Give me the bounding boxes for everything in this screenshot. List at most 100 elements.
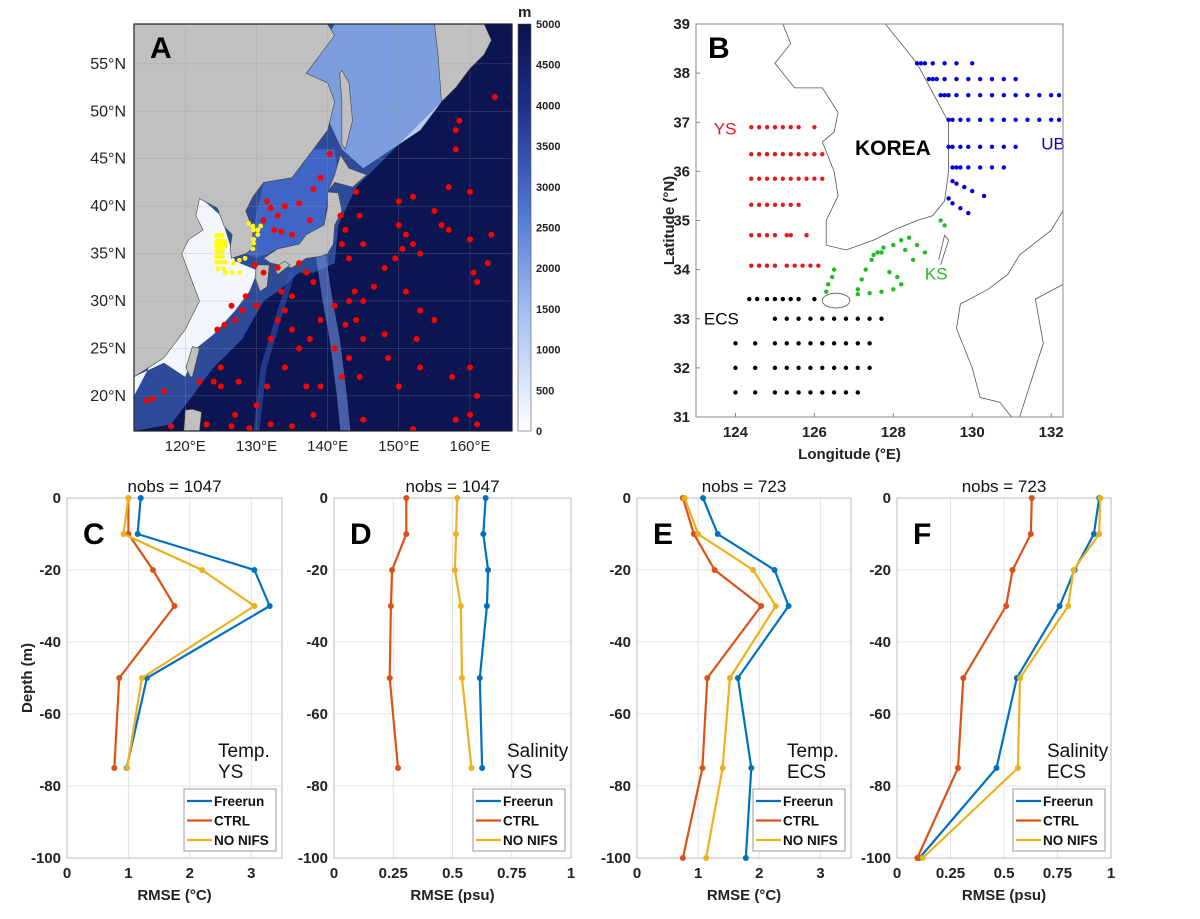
obs-point <box>456 117 463 124</box>
station-ecs <box>843 341 849 346</box>
colorbar-tick-label: 4000 <box>536 100 560 112</box>
panel-letter: F <box>913 518 931 551</box>
station-ub <box>958 117 963 122</box>
y-tick-label: -60 <box>39 706 61 723</box>
land <box>263 191 343 269</box>
data-point <box>1017 675 1024 681</box>
land <box>339 69 353 150</box>
obs-point <box>196 378 203 385</box>
station-ks <box>881 245 886 250</box>
station-ub <box>926 76 932 82</box>
colorbar-tick-label: 5000 <box>536 19 560 31</box>
station-ecs <box>808 365 813 371</box>
data-point <box>199 567 206 573</box>
obs-point <box>221 321 228 328</box>
legend: Freerun CTRL NO NIFS <box>752 788 846 852</box>
station-ks <box>829 274 835 280</box>
station-ub <box>942 61 947 66</box>
x-tick-label: 132 <box>1039 424 1064 441</box>
station-ecs <box>754 296 760 302</box>
station-ys <box>772 233 778 238</box>
obs-point <box>264 198 271 205</box>
data-point <box>134 531 141 537</box>
obs-point <box>260 269 267 276</box>
station-ub <box>989 117 995 122</box>
nifs-station <box>214 259 219 265</box>
x-tick-label: 126 <box>802 424 827 441</box>
data-point <box>150 567 156 573</box>
obs-point <box>296 345 303 352</box>
series-line-no-nifs <box>453 497 473 769</box>
station-ys <box>800 263 805 268</box>
data-point <box>758 603 765 609</box>
x-tick-label: 128 <box>881 424 906 441</box>
station-ub <box>966 210 971 216</box>
station-ub <box>954 181 959 186</box>
station-ks <box>875 250 880 255</box>
obs-point <box>467 236 473 243</box>
x-tick-label: 160°E <box>449 438 490 455</box>
nifs-station <box>242 255 248 261</box>
station-ecs <box>772 365 778 371</box>
obs-point <box>239 307 246 314</box>
station-ecs <box>843 390 849 395</box>
colorbar-tick-label: 3500 <box>536 141 560 153</box>
data-point <box>681 495 688 501</box>
station-ys <box>784 263 789 268</box>
obs-point <box>274 212 281 219</box>
station-ecs <box>843 365 849 371</box>
station-ks <box>871 252 876 258</box>
land <box>185 346 200 378</box>
station-ecs <box>831 390 837 395</box>
x-tick-label: 3 <box>247 865 255 882</box>
axes-frame <box>333 497 572 859</box>
station-ks <box>855 287 860 292</box>
station-ys <box>756 151 762 157</box>
obs-point <box>278 288 285 295</box>
station-ecs <box>772 316 778 321</box>
x-tick-label: 1 <box>124 865 132 882</box>
obs-point <box>289 423 296 430</box>
station-ys <box>788 202 793 207</box>
colorbar-tick-label: 3000 <box>536 182 560 194</box>
obs-point <box>235 378 242 385</box>
obs-point <box>289 326 296 333</box>
station-ys <box>788 124 793 130</box>
station-ys <box>764 202 770 207</box>
land <box>183 408 202 431</box>
data-point <box>1028 495 1035 501</box>
region-label: KS <box>925 264 948 283</box>
y-tick-label: -40 <box>869 634 891 651</box>
legend-label: Freerun <box>503 794 553 809</box>
y-tick-label: -100 <box>601 850 631 867</box>
station-ks <box>825 282 831 287</box>
station-ecs <box>796 390 801 395</box>
panel-annotation: Salinity <box>1047 741 1109 762</box>
data-point <box>1003 603 1010 609</box>
legend-label: CTRL <box>503 814 539 829</box>
obs-point <box>370 283 377 290</box>
land <box>434 24 492 103</box>
legend-label: Freerun <box>783 794 833 809</box>
station-ecs <box>855 390 860 395</box>
obs-point <box>252 261 259 268</box>
data-point <box>1027 531 1034 537</box>
station-ub <box>958 144 963 150</box>
station-ecs <box>855 341 860 346</box>
station-ys <box>749 202 754 207</box>
obs-point <box>271 226 278 233</box>
station-ub <box>946 144 951 150</box>
colorbar-tick-label: 500 <box>536 385 554 397</box>
station-ys <box>764 263 770 268</box>
station-ub <box>1001 76 1007 82</box>
obs-point <box>168 423 175 430</box>
panel-letter: A <box>150 32 172 65</box>
station-ecs <box>820 365 825 371</box>
obs-point <box>467 411 473 418</box>
obs-point <box>345 255 352 262</box>
obs-point <box>232 411 239 418</box>
station-ub <box>954 93 959 98</box>
station-ks <box>855 291 860 297</box>
station-ys <box>820 151 825 157</box>
y-tick-label: -80 <box>609 778 631 795</box>
